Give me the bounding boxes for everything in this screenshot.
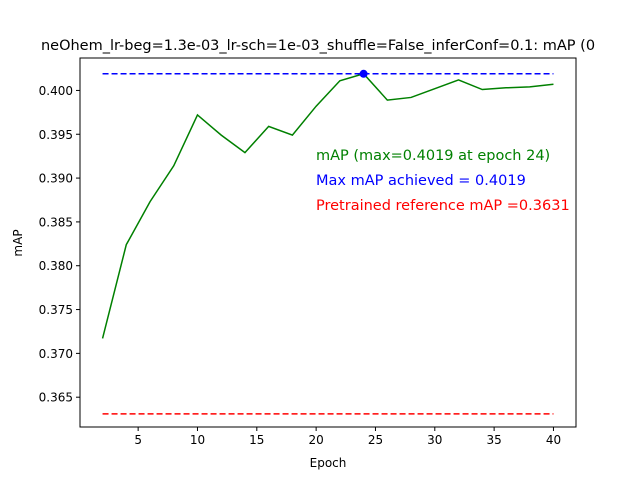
annotation-2: Pretrained reference mAP =0.3631: [316, 198, 570, 214]
x-tick-label: 10: [190, 433, 205, 447]
y-tick-label: 0.400: [39, 84, 73, 98]
chart-title: neOhem_lr-beg=1.3e-03_lr-sch=1e-03_shuff…: [41, 38, 595, 54]
x-tick-label: 35: [486, 433, 501, 447]
y-tick-label: 0.390: [39, 172, 73, 186]
y-tick-label: 0.385: [39, 215, 73, 229]
y-tick-label: 0.395: [39, 128, 73, 142]
x-tick-label: 40: [546, 433, 561, 447]
x-axis-label: Epoch: [310, 456, 347, 470]
y-tick-label: 0.370: [39, 347, 73, 361]
x-tick-label: 20: [308, 433, 323, 447]
y-tick-label: 0.365: [39, 391, 73, 405]
x-tick-label: 25: [368, 433, 383, 447]
y-axis-label: mAP: [11, 229, 25, 256]
series-line-0: [101, 72, 554, 339]
x-tick-label: 15: [249, 433, 264, 447]
annotations: mAP (max=0.4019 at epoch 24) Max mAP achi…: [316, 148, 570, 214]
x-tick-label: 5: [134, 433, 142, 447]
y-tick-label: 0.375: [39, 303, 73, 317]
x-tick-label: 30: [427, 433, 442, 447]
x-axis: 5 10 15 20 25 30 35 40: [134, 427, 561, 447]
y-tick-label: 0.380: [39, 259, 73, 273]
annotation-0: mAP (max=0.4019 at epoch 24): [316, 148, 550, 164]
max-point-marker: [359, 69, 368, 78]
annotation-1: Max mAP achieved = 0.4019: [316, 173, 526, 189]
axes-frame: [79, 57, 577, 428]
plot-area: [101, 69, 554, 415]
y-axis: 0.365 0.370 0.375 0.380 0.385 0.390 0.395 0.400: [39, 84, 80, 405]
